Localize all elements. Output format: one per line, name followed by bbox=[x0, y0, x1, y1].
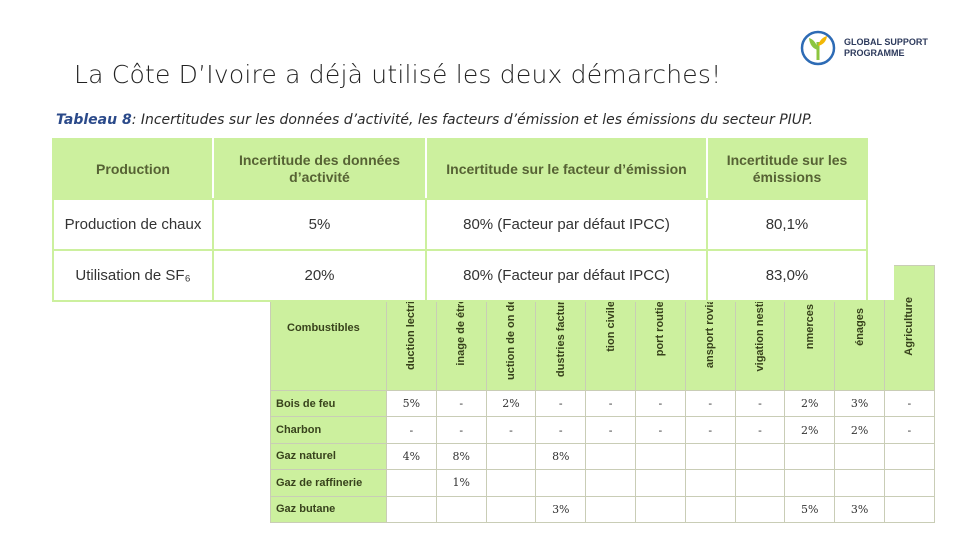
uncertainty-value-cell: 2% bbox=[784, 416, 836, 444]
logo-text: GLOBAL SUPPORT PROGRAMME bbox=[844, 37, 928, 59]
uncertainty-value-cell: - bbox=[883, 416, 935, 444]
uncertainty-value-cell: 3% bbox=[535, 495, 587, 524]
uncertainty-value-cell bbox=[634, 495, 686, 524]
header-activity-uncertainty: Incertitude des données d’activité bbox=[212, 138, 427, 200]
uncertainty-value-cell bbox=[784, 469, 836, 497]
emissions-uncertainty-cell: 80,1% bbox=[706, 198, 868, 251]
emissions-uncertainty-cell: 83,0% bbox=[706, 249, 868, 302]
uncertainty-value-cell bbox=[834, 442, 885, 471]
uncertainty-value-cell bbox=[585, 469, 636, 497]
uncertainty-value-cell bbox=[834, 469, 885, 497]
uncertainty-value-cell: - bbox=[435, 389, 487, 418]
uncertainty-value-cell bbox=[435, 495, 487, 524]
table-row: Gaz naturel 4% 8% 8% bbox=[270, 442, 935, 471]
uncertainty-value-cell: - bbox=[883, 389, 935, 418]
emission-factor-cell: 80% (Facteur par défaut IPCC) bbox=[425, 198, 708, 251]
logo-line-1: GLOBAL SUPPORT bbox=[844, 37, 928, 47]
activity-uncertainty-cell: 20% bbox=[212, 249, 427, 302]
table-caption: Tableau 8: Incertitudes sur les données … bbox=[56, 112, 813, 128]
uncertainty-value-cell: 8% bbox=[435, 442, 487, 471]
table-caption-text: : Incertitudes sur les données d’activit… bbox=[131, 112, 814, 128]
header-emissions-uncertainty: Incertitude sur les émissions bbox=[706, 138, 868, 200]
tableau-8-panel: Tableau 8: Incertitudes sur les données … bbox=[42, 110, 894, 302]
row-production-label: Production de chaux bbox=[52, 198, 214, 251]
uncertainty-value-cell: 4% bbox=[386, 442, 437, 471]
fuel-name-cell: Gaz naturel bbox=[270, 442, 387, 471]
uncertainty-value-cell: 8% bbox=[535, 442, 587, 471]
table-caption-label: Tableau 8 bbox=[56, 112, 132, 128]
uncertainty-value-cell bbox=[485, 469, 537, 497]
uncertainty-value-cell bbox=[734, 469, 786, 497]
uncertainty-value-cell: 5% bbox=[386, 389, 437, 418]
fuel-name-cell: Gaz de raffinerie bbox=[270, 469, 387, 497]
uncertainty-value-cell: - bbox=[585, 389, 636, 418]
uncertainty-value-cell bbox=[684, 442, 736, 471]
uncertainty-value-cell: - bbox=[634, 416, 686, 444]
uncertainty-value-cell bbox=[784, 442, 836, 471]
uncertainty-value-cell bbox=[535, 469, 587, 497]
uncertainty-value-cell bbox=[883, 469, 935, 497]
uncertainty-value-cell bbox=[585, 495, 636, 524]
uncertainty-value-cell: - bbox=[734, 389, 786, 418]
uncertainty-value-cell: - bbox=[435, 416, 487, 444]
uncertainty-value-cell: 5% bbox=[784, 495, 836, 524]
global-support-programme-logo: GLOBAL SUPPORT PROGRAMME bbox=[800, 30, 928, 66]
uncertainty-value-cell: - bbox=[684, 389, 736, 418]
uncertainty-value-cell bbox=[634, 442, 686, 471]
uncertainty-header-row: Production Incertitude des données d’act… bbox=[52, 138, 868, 200]
table-row: Bois de feu 5% -2% - - - - -2% 3% - bbox=[270, 389, 935, 418]
uncertainty-value-cell: - bbox=[684, 416, 736, 444]
uncertainty-value-cell: 1% bbox=[435, 469, 487, 497]
uncertainty-value-cell bbox=[684, 469, 736, 497]
uncertainty-value-cell bbox=[883, 495, 935, 524]
uncertainty-value-cell: - bbox=[535, 389, 587, 418]
uncertainty-value-cell bbox=[734, 495, 786, 524]
table-row: Utilisation de SF₆ 20% 80% (Facteur par … bbox=[52, 249, 868, 302]
logo-line-2: PROGRAMME bbox=[844, 48, 905, 58]
fuel-uncertainty-table: Combustibles duction lectricité inage de… bbox=[270, 265, 935, 524]
uncertainty-value-cell bbox=[386, 495, 437, 524]
fuel-name-cell: Bois de feu bbox=[270, 389, 387, 418]
fuel-name-cell: Charbon bbox=[270, 416, 387, 444]
uncertainty-value-cell bbox=[386, 469, 437, 497]
activity-uncertainty-cell: 5% bbox=[212, 198, 427, 251]
uncertainty-value-cell: - bbox=[535, 416, 587, 444]
uncertainty-value-cell bbox=[734, 442, 786, 471]
uncertainty-value-cell bbox=[634, 469, 686, 497]
uncertainty-value-cell: - bbox=[585, 416, 636, 444]
slide-title: La Côte D’Ivoire a déjà utilisé les deux… bbox=[74, 60, 722, 89]
uncertainty-value-cell: - bbox=[734, 416, 786, 444]
header-production: Production bbox=[52, 138, 214, 200]
uncertainty-value-cell: - bbox=[485, 416, 537, 444]
table-row: Gaz butane 3% 5% 3% bbox=[270, 495, 935, 524]
fuel-name-cell: Gaz butane bbox=[270, 495, 387, 524]
uncertainty-value-cell bbox=[485, 495, 537, 524]
uncertainty-value-cell: 2% bbox=[784, 389, 836, 418]
row-production-label: Utilisation de SF₆ bbox=[52, 249, 214, 302]
uncertainty-value-cell: 2% bbox=[485, 389, 537, 418]
table-row: Charbon - - - - - - - -2% 2% - bbox=[270, 416, 935, 444]
uncertainty-value-cell bbox=[585, 442, 636, 471]
uncertainty-value-cell bbox=[883, 442, 935, 471]
uncertainty-value-cell: 3% bbox=[834, 389, 885, 418]
table-row: Production de chaux 5% 80% (Facteur par … bbox=[52, 198, 868, 251]
uncertainty-value-cell: 2% bbox=[834, 416, 885, 444]
leaf-sprout-icon bbox=[800, 30, 836, 66]
uncertainty-value-cell bbox=[684, 495, 736, 524]
uncertainty-value-cell: - bbox=[386, 416, 437, 444]
uncertainty-value-cell bbox=[485, 442, 537, 471]
header-emission-factor-uncertainty: Incertitude sur le facteur d’émission bbox=[425, 138, 708, 200]
uncertainty-value-cell: 3% bbox=[834, 495, 885, 524]
table-row: Gaz de raffinerie 1% bbox=[270, 469, 935, 497]
uncertainty-table: Production Incertitude des données d’act… bbox=[52, 138, 868, 302]
uncertainty-value-cell: - bbox=[634, 389, 686, 418]
emission-factor-cell: 80% (Facteur par défaut IPCC) bbox=[425, 249, 708, 302]
